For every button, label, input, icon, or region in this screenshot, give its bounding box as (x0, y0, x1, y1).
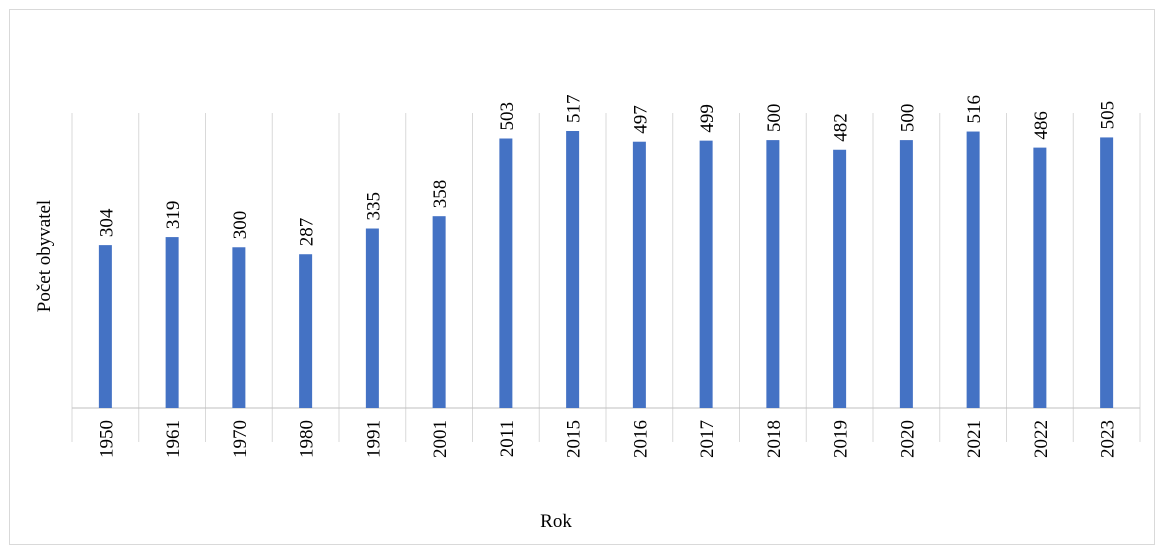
data-label-2021: 516 (964, 95, 985, 124)
x-tick-label-1980: 1980 (297, 420, 318, 458)
bar-2018 (766, 140, 780, 408)
x-tick-label-2001: 2001 (430, 420, 451, 458)
x-tick-label-2015: 2015 (564, 420, 585, 458)
data-label-2001: 358 (430, 180, 451, 209)
x-axis-title: Rok (540, 511, 572, 532)
bar-2001 (432, 216, 446, 408)
x-tick-label-2020: 2020 (897, 420, 918, 458)
bar-2021 (966, 131, 980, 409)
bar-2011 (499, 138, 513, 408)
bar-2016 (632, 141, 646, 408)
data-label-2022: 486 (1031, 111, 1052, 140)
x-tick-label-2019: 2019 (831, 420, 852, 458)
bar-2019 (833, 149, 847, 408)
x-tick-label-2023: 2023 (1098, 420, 1119, 458)
bars (98, 131, 1114, 409)
x-tick-label-2021: 2021 (964, 420, 985, 458)
category-gridlines (71, 113, 1141, 442)
bar-1980 (299, 254, 313, 408)
data-label-1980: 287 (297, 218, 318, 247)
x-tick-label-2022: 2022 (1031, 420, 1052, 458)
data-label-1950: 304 (96, 208, 117, 237)
x-tick-label-1970: 1970 (230, 420, 251, 458)
bar-1950 (98, 245, 112, 408)
x-tick-label-2017: 2017 (697, 420, 718, 458)
x-tick-label-2016: 2016 (630, 420, 651, 458)
bar-2015 (566, 131, 580, 408)
x-tick-label-2018: 2018 (764, 420, 785, 458)
bar-2020 (899, 140, 913, 408)
bar-1991 (365, 228, 379, 408)
data-label-1991: 335 (363, 192, 384, 221)
data-label-2017: 499 (697, 104, 718, 133)
x-tick-label-1961: 1961 (163, 420, 184, 458)
x-tick-label-1991: 1991 (363, 420, 384, 458)
data-labels: 304 319 300 287 335 358 503 517 497 499 500 482 500 5… (96, 95, 1118, 247)
data-label-2016: 497 (630, 105, 651, 134)
bar-2022 (1033, 147, 1047, 408)
data-label-2015: 517 (564, 95, 585, 124)
y-axis-title: Počet obyvatel (34, 200, 55, 312)
bar-2023 (1100, 137, 1114, 409)
bar-1961 (165, 237, 179, 408)
data-label-2018: 500 (764, 104, 785, 133)
chart-frame (9, 9, 1155, 545)
data-label-2011: 503 (497, 102, 518, 131)
data-label-1970: 300 (230, 211, 251, 240)
data-label-2020: 500 (897, 104, 918, 133)
x-tick-label-2011: 2011 (497, 420, 518, 457)
bar-1970 (232, 247, 246, 408)
data-label-2023: 505 (1098, 101, 1119, 130)
data-label-1961: 319 (163, 201, 184, 230)
bar-2017 (699, 140, 713, 408)
data-label-2019: 482 (831, 113, 852, 142)
x-tick-labels: 1950 1961 1970 1980 1991 2001 2011 2015 2016 2017… (96, 420, 1118, 458)
x-tick-label-1950: 1950 (96, 420, 117, 458)
